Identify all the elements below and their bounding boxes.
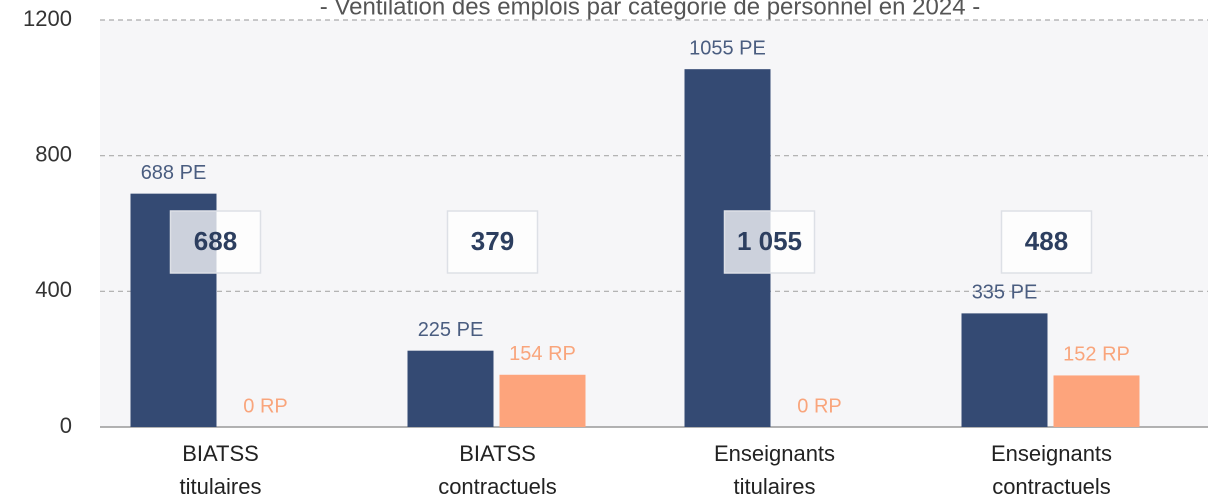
total-box [723, 210, 816, 274]
value-label: 152 RP [1063, 344, 1130, 366]
value-label: 225 PE [418, 319, 484, 341]
x-tick-label: BIATSS [459, 441, 536, 466]
y-tick-label: 0 [60, 413, 72, 438]
bar [1053, 375, 1140, 427]
value-label: 0 RP [243, 395, 287, 417]
value-label: 688 PE [141, 162, 207, 184]
value-label: 1055 PE [689, 37, 766, 59]
total-box [446, 210, 539, 274]
total-box [169, 210, 262, 274]
x-tick-label: BIATSS [182, 441, 259, 466]
bar [961, 313, 1048, 427]
total-box [1000, 210, 1093, 274]
bar [407, 350, 494, 427]
value-label: 335 PE [972, 282, 1038, 304]
y-tick-label: 800 [35, 141, 72, 166]
chart-title: - Ventilation des emplois par catégorie … [320, 0, 980, 20]
value-label: 154 RP [509, 343, 576, 365]
value-label: 0 RP [797, 395, 841, 417]
x-tick-label: contractuels [438, 474, 557, 499]
x-tick-label: contractuels [992, 474, 1111, 499]
x-tick-label: Enseignants [991, 441, 1112, 466]
total-label: 1 055 [737, 226, 802, 256]
y-tick-label: 1200 [23, 6, 72, 31]
y-tick-label: 400 [35, 277, 72, 302]
x-tick-label: titulaires [734, 474, 816, 499]
total-label: 688 [194, 226, 237, 256]
x-tick-label: titulaires [180, 474, 262, 499]
total-label: 488 [1025, 226, 1068, 256]
x-tick-label: Enseignants [714, 441, 835, 466]
bar [499, 374, 586, 427]
total-label: 379 [471, 226, 514, 256]
